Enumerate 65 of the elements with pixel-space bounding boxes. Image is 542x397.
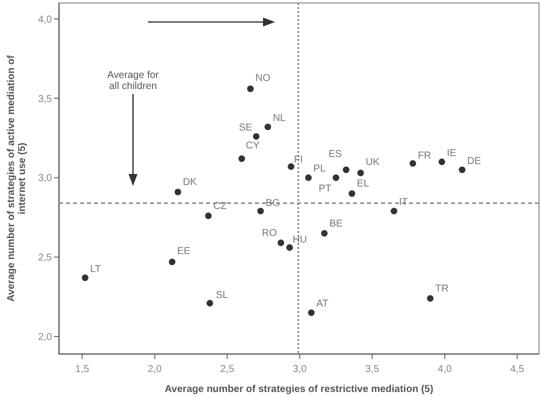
annotation: DE bbox=[467, 156, 482, 167]
annotation: AT bbox=[316, 298, 328, 310]
annotation: IE bbox=[446, 148, 457, 159]
x-axis-title: Average number of strategies of restrictive mediation (5) bbox=[164, 384, 434, 395]
x-tick-label: 4,5 bbox=[510, 364, 525, 375]
x-tick-label: 2,5 bbox=[220, 364, 235, 375]
point bbox=[264, 124, 272, 130]
annotation: LT bbox=[90, 264, 102, 275]
annotation: DK bbox=[182, 177, 198, 188]
x-tick-label: 3,0 bbox=[292, 364, 308, 375]
point bbox=[168, 258, 176, 266]
annotation: NL bbox=[272, 112, 286, 124]
annotation: FI bbox=[294, 154, 303, 166]
point bbox=[308, 309, 315, 316]
annotation: SL bbox=[216, 290, 228, 302]
annotation: Average for all children bbox=[107, 70, 160, 92]
x-tick-label: 4,0 bbox=[438, 364, 452, 375]
point bbox=[257, 208, 264, 214]
point bbox=[305, 174, 312, 182]
point bbox=[321, 230, 328, 237]
point bbox=[286, 244, 293, 251]
y-tick-label: 2,5 bbox=[38, 252, 52, 264]
annotation: IT bbox=[398, 197, 408, 208]
annotation: EE bbox=[177, 246, 191, 257]
point bbox=[390, 208, 398, 214]
annotation: TR bbox=[435, 283, 449, 294]
point bbox=[332, 174, 340, 182]
point bbox=[206, 300, 214, 306]
point bbox=[82, 274, 88, 282]
point bbox=[288, 163, 294, 170]
annotation: FR bbox=[418, 150, 432, 162]
annotation: CY bbox=[246, 140, 260, 152]
point bbox=[205, 212, 212, 220]
x-tick-label: 1,5 bbox=[75, 364, 90, 375]
y-tick-label: 4,0 bbox=[38, 14, 52, 26]
point bbox=[357, 170, 364, 176]
y-tick-label: 2,0 bbox=[38, 332, 52, 344]
point bbox=[342, 166, 350, 174]
point bbox=[438, 158, 446, 166]
point bbox=[238, 155, 246, 162]
point bbox=[247, 85, 254, 92]
point bbox=[458, 166, 466, 174]
point bbox=[426, 295, 434, 302]
y-tick-label: 3,0 bbox=[38, 173, 52, 184]
annotation: HU bbox=[292, 234, 308, 246]
annotation: BE bbox=[329, 218, 344, 230]
point bbox=[252, 133, 260, 140]
annotation: BG bbox=[266, 198, 280, 210]
x-tick-label: 3,5 bbox=[365, 364, 380, 375]
point bbox=[278, 240, 284, 246]
annotation: PL bbox=[313, 164, 326, 175]
annotation: EL bbox=[356, 178, 370, 190]
x-tick-label: 2,0 bbox=[148, 364, 162, 375]
point bbox=[348, 190, 356, 197]
annotation: SE bbox=[238, 122, 253, 134]
annotation: NO bbox=[255, 72, 271, 84]
annotation: CZ bbox=[213, 200, 227, 212]
annotation: ES bbox=[328, 148, 342, 160]
y-axis-title: Average number of strategies of active mediation of internet use (5) bbox=[6, 54, 28, 302]
annotation: UK bbox=[366, 156, 380, 168]
annotation: RO bbox=[262, 228, 278, 239]
point bbox=[174, 188, 182, 196]
annotation: PT bbox=[318, 184, 332, 195]
y-tick-label: 3,5 bbox=[38, 94, 52, 105]
point bbox=[410, 160, 416, 167]
